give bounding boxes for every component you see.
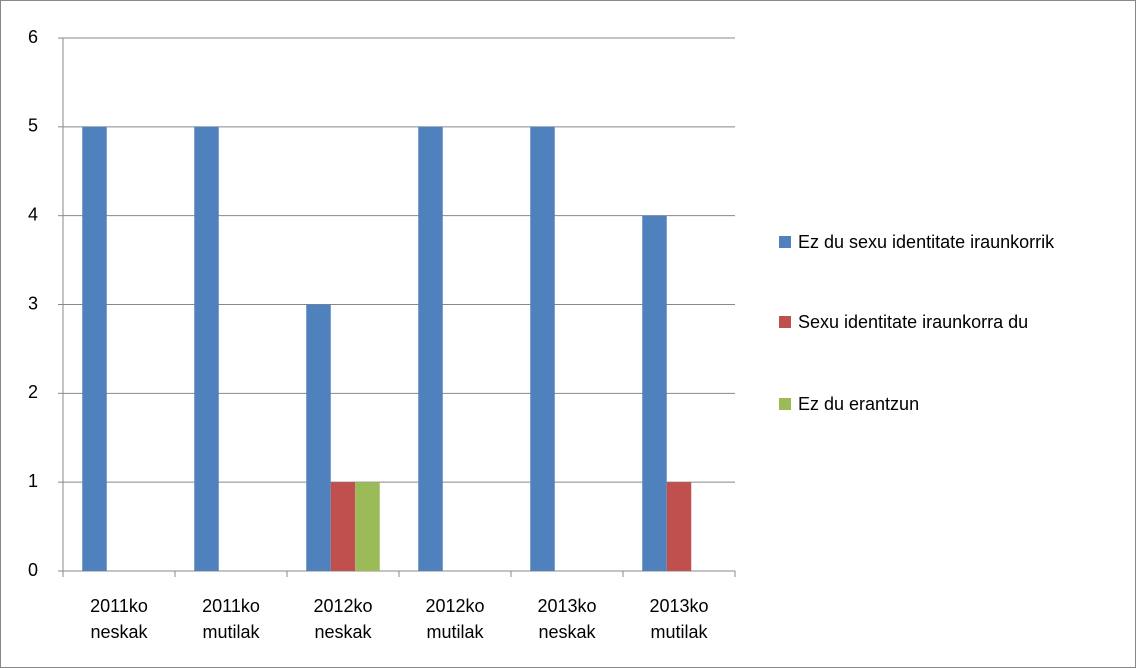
bar: [530, 126, 555, 571]
legend-swatch: [779, 316, 791, 328]
bar: [194, 126, 219, 571]
bar: [330, 482, 356, 571]
y-tick-label: 3: [28, 293, 38, 313]
legend-label: Ez du sexu identitate iraunkorrik: [798, 232, 1055, 252]
bar: [666, 482, 692, 571]
x-tick-label: 2011ko mutilak: [202, 596, 260, 642]
y-tick-label: 5: [28, 116, 38, 136]
x-tick-label: 2013ko neskak: [537, 596, 597, 642]
y-tick-label: 2: [28, 382, 38, 402]
legend-swatch: [779, 398, 791, 410]
legend-label: Ez du erantzun: [798, 394, 920, 414]
y-tick-label: 0: [28, 560, 38, 580]
bar: [642, 215, 667, 571]
legend-swatch: [779, 236, 791, 248]
x-tick-label: 2012ko mutilak: [425, 596, 485, 642]
bar: [418, 126, 443, 571]
y-tick-label: 6: [28, 27, 38, 47]
x-tick-label: 2011ko neskak: [90, 596, 148, 642]
x-tick-label: 2013ko mutilak: [649, 596, 709, 642]
legend-label: Sexu identitate iraunkorra du: [798, 312, 1029, 332]
bar: [306, 304, 331, 571]
y-tick-label: 4: [28, 204, 38, 224]
bar: [82, 126, 107, 571]
y-tick-label: 1: [28, 471, 38, 491]
x-tick-label: 2012ko neskak: [313, 596, 373, 642]
bar: [355, 482, 380, 571]
